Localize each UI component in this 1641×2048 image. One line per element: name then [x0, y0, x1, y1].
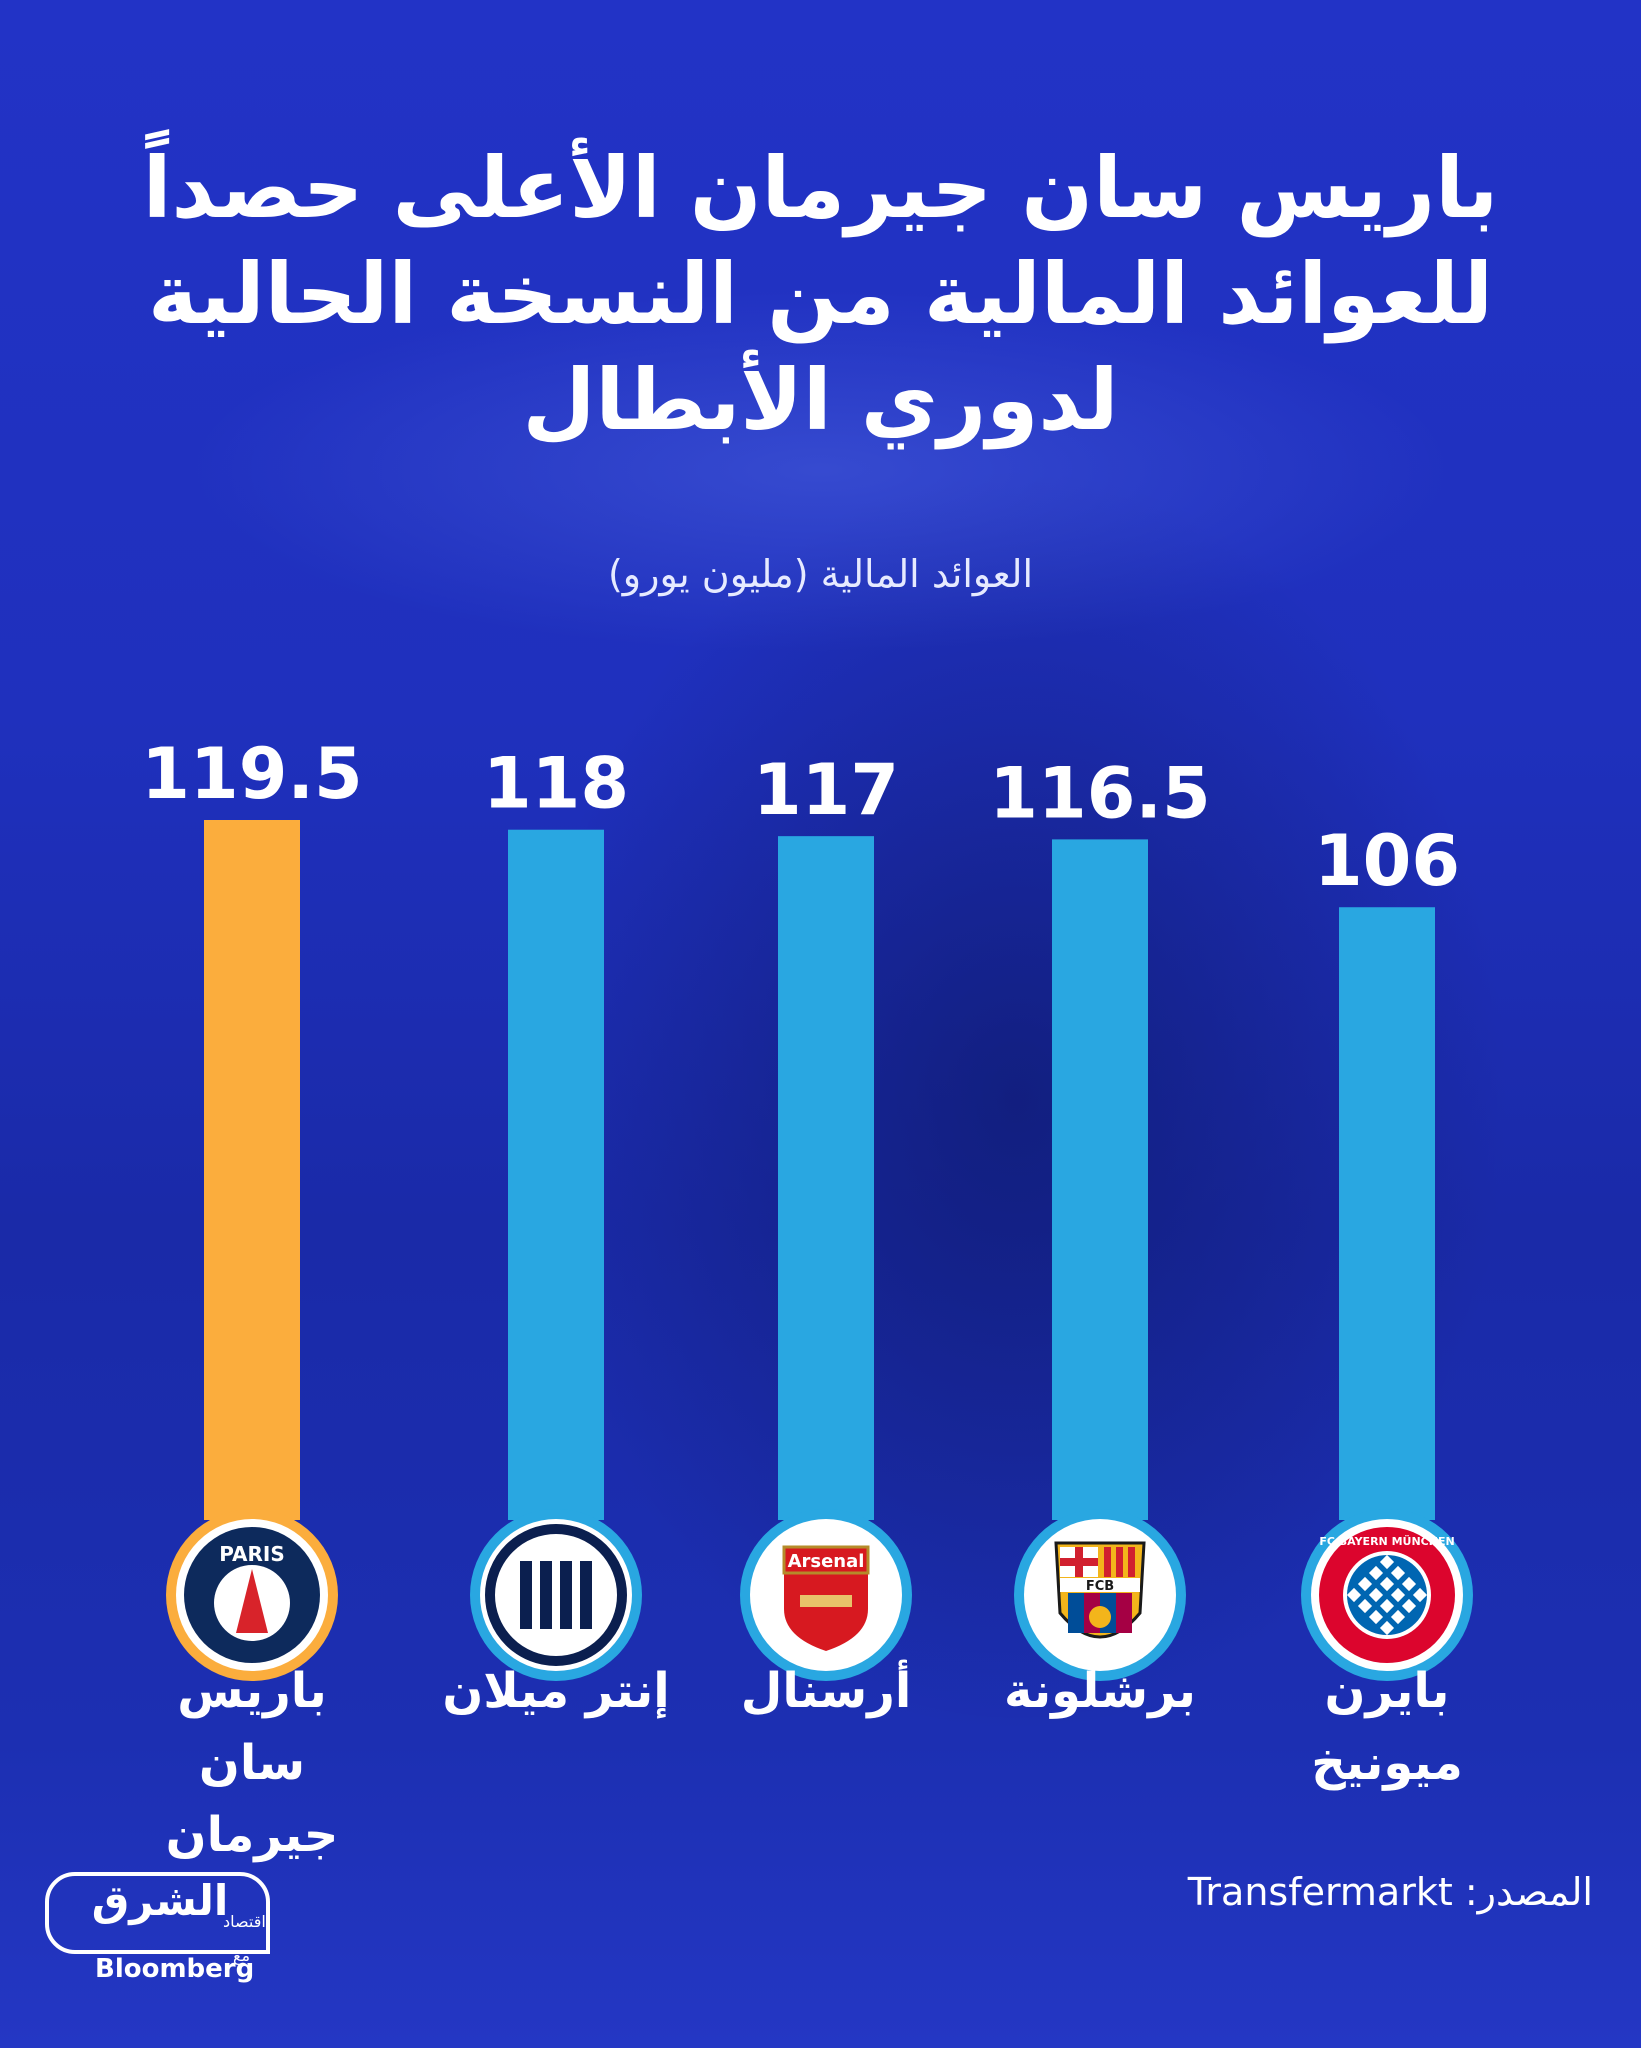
- arsenal-logo: Arsenal: [740, 1509, 912, 1681]
- bar-5: [1339, 907, 1435, 1520]
- svg-text:Arsenal: Arsenal: [788, 1551, 865, 1572]
- psg-logo: PARIS: [166, 1509, 338, 1681]
- bar-3: [778, 836, 874, 1520]
- value-label-1: 119.5: [141, 733, 362, 815]
- svg-text:FC BAYERN MÜNCHEN: FC BAYERN MÜNCHEN: [1319, 1534, 1454, 1548]
- inter-logo: [470, 1509, 642, 1681]
- category-label-4: برشلونة: [1004, 1663, 1196, 1719]
- value-label-5: 106: [1314, 820, 1460, 902]
- brand-name: الشرق: [91, 1876, 229, 1925]
- title-line-3: لدوري الأبطال: [522, 351, 1119, 449]
- bayern-logo: FC BAYERN MÜNCHEN: [1301, 1509, 1473, 1681]
- category-label-3: أرسنال: [740, 1663, 912, 1719]
- barcelona-logo: FCB: [1014, 1509, 1186, 1681]
- brand-logo: الشرق اقتصاد مع Bloomberg: [45, 1872, 270, 1992]
- brand-sub: اقتصاد: [223, 1912, 266, 1931]
- svg-text:PARIS: PARIS: [219, 1542, 285, 1566]
- chart-subtitle: العوائد المالية (مليون يورو): [607, 552, 1033, 596]
- title-line-2: للعوائد المالية من النسخة الحالية: [147, 245, 1494, 343]
- brand-frame: [45, 1872, 270, 1954]
- title-line-1: باريس سان جيرمان الأعلى حصداً: [142, 139, 1499, 237]
- category-label-2: إنتر ميلان: [442, 1663, 670, 1719]
- category-label-5: بايرن ميونيخ: [1311, 1663, 1463, 1791]
- chart-title: باريس سان جيرمان الأعلى حصداً للعوائد ال…: [100, 135, 1541, 453]
- value-label-4: 116.5: [989, 752, 1210, 834]
- bar-1: [204, 820, 300, 1520]
- svg-text:FCB: FCB: [1086, 1579, 1114, 1594]
- brand-with: مع: [233, 1946, 251, 1965]
- value-label-3: 117: [753, 749, 899, 831]
- bar-4: [1052, 839, 1148, 1520]
- brand-partner: Bloomberg: [95, 1954, 255, 1984]
- source-note: المصدر: Transfermarkt: [1187, 1870, 1593, 1914]
- category-label-1: باريس سان جيرمان: [165, 1663, 339, 1863]
- value-label-2: 118: [483, 743, 629, 825]
- bar-2: [508, 829, 604, 1520]
